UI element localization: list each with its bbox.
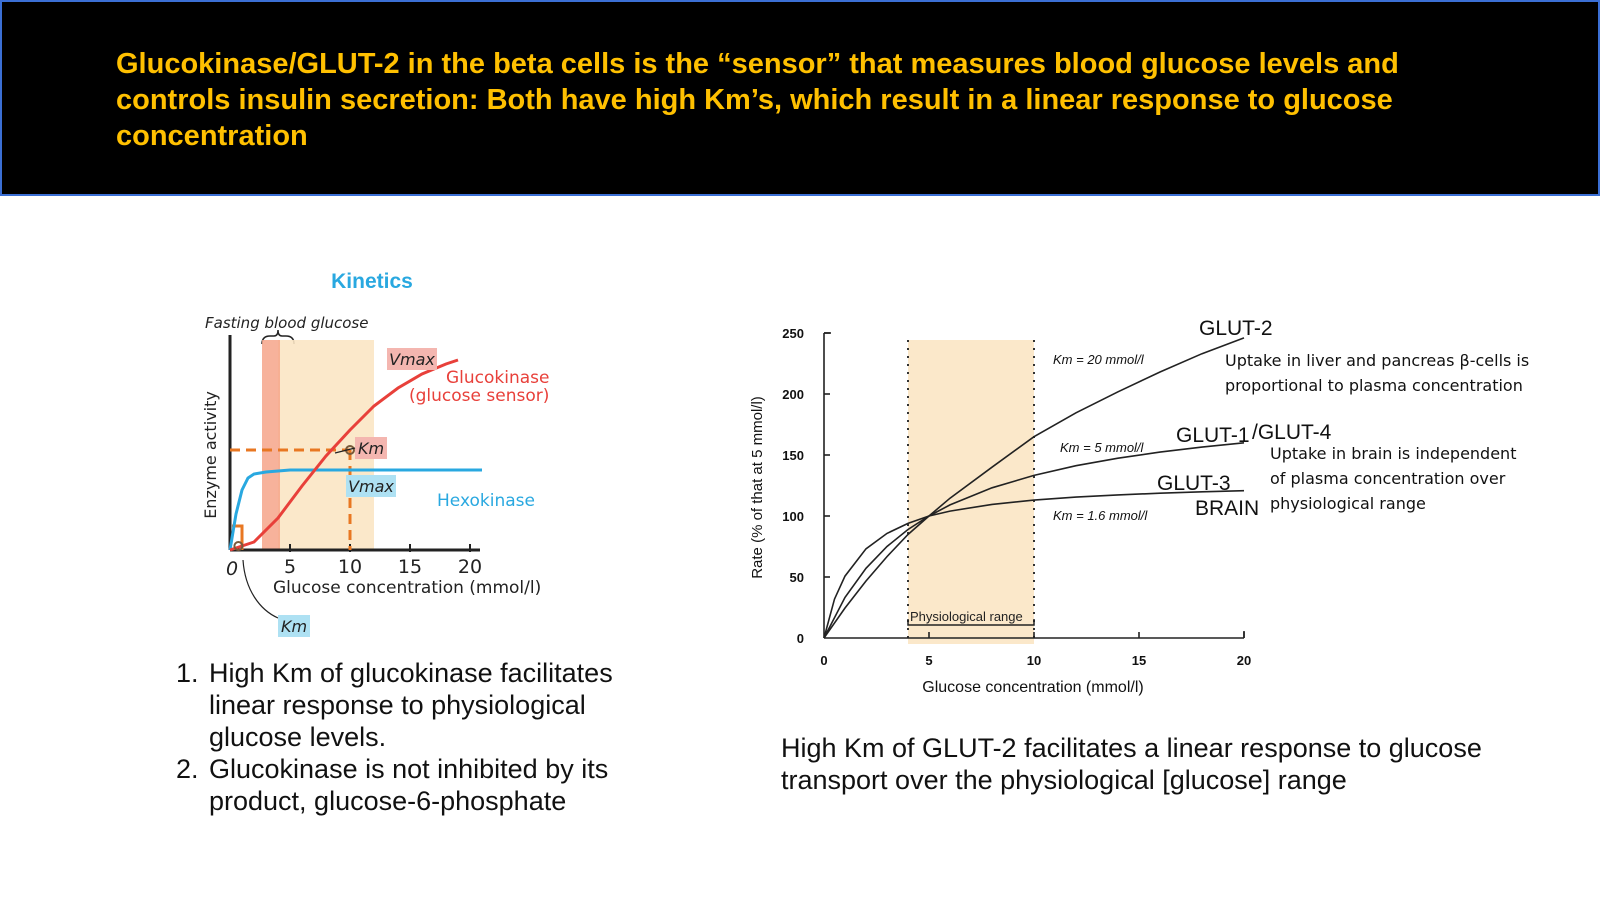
kinetics-title: Kinetics <box>331 270 413 293</box>
km-gk-leader <box>334 447 356 454</box>
glut-x-tick-label: 10 <box>1027 653 1041 668</box>
glucokinase-label-line1: Glucokinase <box>446 368 550 388</box>
kinetics-x-tick-label: 10 <box>338 556 362 578</box>
kinetics-x-tick-label: 5 <box>284 556 296 578</box>
glut-y-axis-label: Rate (% of that at 5 mmol/l) <box>749 396 766 579</box>
glut-y-tick-label: 200 <box>782 387 804 402</box>
glut2-note-line2: proportional to plasma concentration <box>1225 376 1523 395</box>
glut1-curve-label: GLUT-1 <box>1176 424 1250 447</box>
fasting-brace <box>261 329 295 345</box>
glut1-note-line1: Uptake in brain is independent <box>1270 444 1516 463</box>
glut-transport-chart: Physiological range 0 5 10 15 20 0 50 100 150 20… <box>749 317 1529 696</box>
glut-x-tick-label: 20 <box>1237 653 1251 668</box>
glut1-curve <box>823 442 1245 639</box>
glut2-curve <box>823 337 1245 639</box>
note-text: High Km of glucokinase facilitates linea… <box>209 658 613 752</box>
glut-x-tick-label: 15 <box>1132 653 1146 668</box>
glut3-curve-label: GLUT-3 <box>1157 472 1231 495</box>
glucokinase-notes-list: 1. High Km of glucokinase facilitates li… <box>176 657 626 817</box>
glut2-caption: High Km of GLUT-2 facilitates a linear r… <box>781 733 1482 795</box>
title-banner: Glucokinase/GLUT-2 in the beta cells is … <box>0 0 1600 196</box>
physiological-range-label: Physiological range <box>910 609 1023 624</box>
kinetics-x-ticks: 5 10 15 20 <box>284 544 482 578</box>
glut1-note-line3: physiological range <box>1270 494 1426 513</box>
kinetics-x-axis-label: Glucose concentration (mmol/l) <box>273 578 541 598</box>
hexokinase-label: Hexokinase <box>437 491 535 511</box>
note-text: Glucokinase is not inhibited by its prod… <box>209 754 609 816</box>
physiological-range-bracket <box>907 619 1035 626</box>
glut-physiological-band <box>908 340 1034 644</box>
note-number: 1. <box>176 658 199 688</box>
glut-y-tick-label: 0 <box>797 631 804 646</box>
km-hexokinase-label: Km <box>281 617 307 636</box>
glut4-curve-label: /GLUT-4 <box>1252 421 1332 444</box>
kinetics-x-tick-label: 15 <box>398 556 422 578</box>
glut-y-tick-label: 150 <box>782 448 804 463</box>
fasting-blood-glucose-label: Fasting blood glucose <box>205 314 368 332</box>
note-item: 1. High Km of glucokinase facilitates li… <box>176 657 626 753</box>
kinetics-x-tick-label: 20 <box>458 556 482 578</box>
km-glut2-label: Km = 20 mmol/l <box>1053 352 1145 367</box>
kinetics-origin-label: 0 <box>226 558 238 580</box>
glut-x-axis-label: Glucose concentration (mmol/l) <box>922 679 1143 696</box>
glut-x-tick-label: 5 <box>925 653 932 668</box>
origin-point <box>233 541 244 551</box>
glut-x-tick-label: 0 <box>820 653 827 668</box>
km-hk-leader <box>242 559 279 619</box>
glut-y-tick-label: 250 <box>782 326 804 341</box>
km-glut1-label: Km = 5 mmol/l <box>1060 440 1145 455</box>
vmax-hexokinase-label: Vmax <box>348 477 394 496</box>
km-hk-box <box>278 615 310 637</box>
glut2-curve-label: GLUT-2 <box>1199 317 1273 340</box>
vmax-hk-box <box>346 475 396 497</box>
kinetics-chart: Kinetics Fasting blood glucose 5 10 15 20 G… <box>201 270 550 637</box>
brain-label: BRAIN <box>1195 497 1259 520</box>
glut-x-ticks: 0 5 10 15 20 <box>820 632 1251 668</box>
fasting-band <box>262 340 280 550</box>
kinetics-y-axis-label: Enzyme activity <box>201 391 220 519</box>
slide-title: Glucokinase/GLUT-2 in the beta cells is … <box>116 48 1399 152</box>
glut-y-ticks: 0 50 100 150 200 250 <box>782 326 830 646</box>
glut-y-tick-label: 100 <box>782 509 804 524</box>
kinetics-axes <box>228 335 480 552</box>
vmax-glucokinase-label: Vmax <box>389 350 435 369</box>
glut3-curve <box>823 489 1245 639</box>
km-glucokinase-label: Km <box>358 439 384 458</box>
km-glut3-label: Km = 1.6 mmol/l <box>1053 508 1148 523</box>
glucokinase-curve <box>229 358 459 552</box>
glut2-note-line1: Uptake in liver and pancreas β-cells is <box>1225 351 1529 370</box>
hexokinase-curve <box>228 468 482 551</box>
vmax-gk-box <box>387 348 437 370</box>
note-number: 2. <box>176 754 199 784</box>
glut1-note-line2: of plasma concentration over <box>1270 469 1506 488</box>
km-gk-box <box>355 437 387 459</box>
note-item: 2. Glucokinase is not inhibited by its p… <box>176 753 626 817</box>
glut-y-tick-label: 50 <box>790 570 804 585</box>
glucokinase-label-line2: (glucose sensor) <box>409 386 549 406</box>
